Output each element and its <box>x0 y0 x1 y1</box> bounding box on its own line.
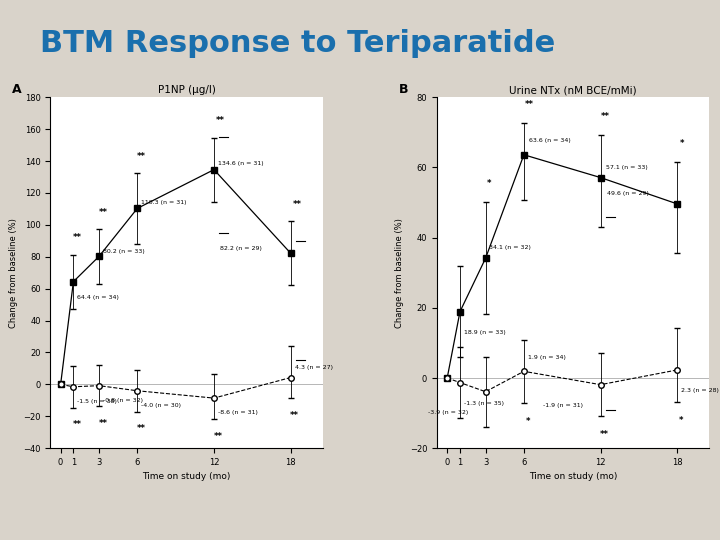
Text: -8.6 (n = 31): -8.6 (n = 31) <box>218 410 258 415</box>
Text: 57.1 (n = 33): 57.1 (n = 33) <box>606 165 647 170</box>
Text: **: ** <box>73 420 82 429</box>
X-axis label: Time on study (mo): Time on study (mo) <box>143 472 230 482</box>
Y-axis label: Change from baseline (%): Change from baseline (%) <box>9 218 17 328</box>
Text: **: ** <box>73 233 82 242</box>
Text: B: B <box>399 83 408 96</box>
Text: **: ** <box>292 200 302 208</box>
Text: -1.5 (n = 38): -1.5 (n = 38) <box>77 399 117 403</box>
Text: -0.8 (n = 32): -0.8 (n = 32) <box>103 397 143 402</box>
Text: 80.2 (n = 33): 80.2 (n = 33) <box>103 249 145 254</box>
Text: **: ** <box>290 411 299 420</box>
Title: Urine NTx (nM BCE/mMi): Urine NTx (nM BCE/mMi) <box>509 85 637 95</box>
Text: 34.1 (n = 32): 34.1 (n = 32) <box>490 245 531 250</box>
Text: 1.9 (n = 34): 1.9 (n = 34) <box>528 355 566 360</box>
Text: -3.9 (n = 32): -3.9 (n = 32) <box>428 410 468 415</box>
Text: **: ** <box>137 152 145 160</box>
Text: **: ** <box>216 116 225 125</box>
Text: **: ** <box>99 419 107 428</box>
Text: **: ** <box>601 112 610 122</box>
Text: BTM Response to Teriparatide: BTM Response to Teriparatide <box>40 29 555 58</box>
Text: **: ** <box>137 424 145 433</box>
Text: 110.3 (n = 31): 110.3 (n = 31) <box>141 199 186 205</box>
Text: *: * <box>680 139 685 148</box>
Y-axis label: Change from baseline (%): Change from baseline (%) <box>395 218 404 328</box>
Text: 18.9 (n = 33): 18.9 (n = 33) <box>464 330 505 335</box>
Text: *: * <box>679 416 683 424</box>
Text: **: ** <box>99 207 107 217</box>
Text: **: ** <box>524 100 534 109</box>
Text: **: ** <box>600 430 609 440</box>
Text: 63.6 (n = 34): 63.6 (n = 34) <box>529 138 571 143</box>
Text: A: A <box>12 83 22 96</box>
Text: 82.2 (n = 29): 82.2 (n = 29) <box>220 246 262 251</box>
Text: -4.0 (n = 30): -4.0 (n = 30) <box>141 403 181 408</box>
Title: P1NP (μg/l): P1NP (μg/l) <box>158 85 215 95</box>
Text: *: * <box>487 179 492 188</box>
Text: *: * <box>526 417 530 426</box>
X-axis label: Time on study (mo): Time on study (mo) <box>529 472 617 482</box>
Text: -1.3 (n = 35): -1.3 (n = 35) <box>464 401 504 406</box>
Text: -1.9 (n = 31): -1.9 (n = 31) <box>543 403 583 408</box>
Text: 134.6 (n = 31): 134.6 (n = 31) <box>218 161 264 166</box>
Text: 64.4 (n = 34): 64.4 (n = 34) <box>77 295 119 300</box>
Text: 49.6 (n = 29): 49.6 (n = 29) <box>607 191 649 196</box>
Text: 4.3 (n = 27): 4.3 (n = 27) <box>294 366 333 370</box>
Text: **: ** <box>213 431 222 441</box>
Text: 2.3 (n = 28): 2.3 (n = 28) <box>681 388 719 394</box>
